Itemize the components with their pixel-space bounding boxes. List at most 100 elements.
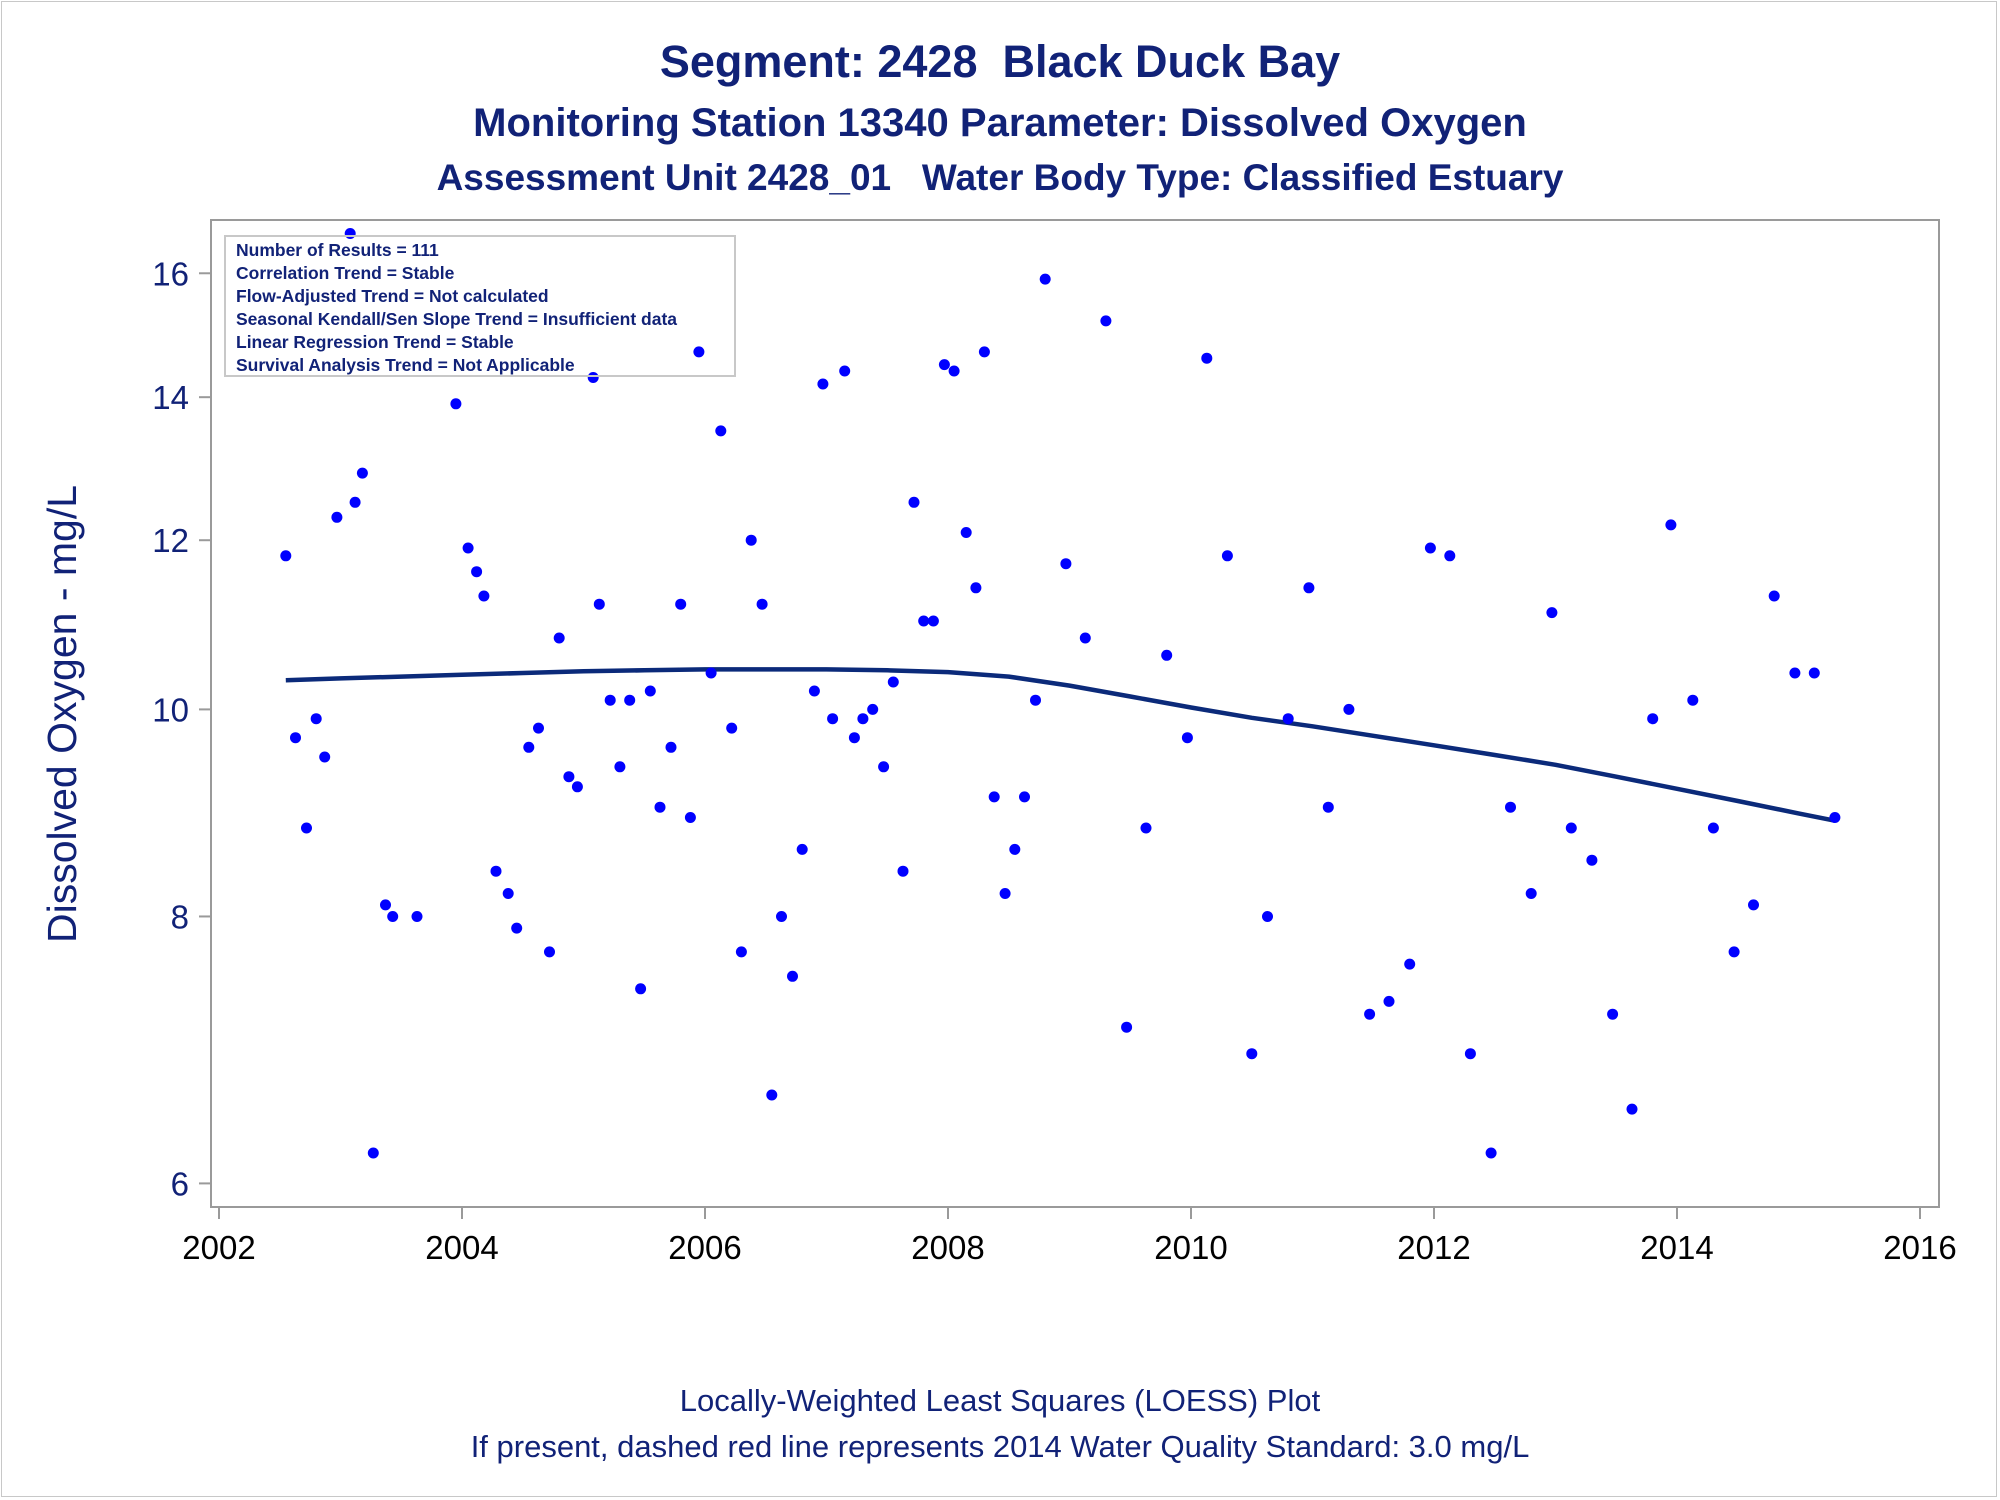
data-point: [593, 598, 605, 610]
data-point: [756, 598, 768, 610]
data-point: [490, 865, 502, 877]
x-tick-label: 2002: [182, 1229, 255, 1266]
data-point: [776, 911, 787, 922]
inset-box: [224, 235, 736, 377]
data-point: [290, 732, 301, 744]
data-point: [1665, 519, 1677, 531]
y-tick-label: 10: [152, 691, 189, 728]
data-point: [1282, 713, 1294, 725]
inset-line: Number of Results = 111: [236, 240, 439, 260]
data-point: [1019, 791, 1030, 803]
data-point: [999, 888, 1011, 899]
x-tick-label: 2012: [1397, 1229, 1470, 1266]
data-point: [988, 791, 1000, 803]
data-point: [1525, 888, 1537, 899]
data-point: [1687, 694, 1699, 706]
data-point: [553, 632, 565, 644]
data-point: [1343, 703, 1355, 715]
data-point: [331, 511, 343, 523]
data-point: [462, 542, 474, 554]
data-point: [848, 732, 860, 744]
data-point: [411, 911, 423, 922]
data-point: [1303, 582, 1315, 594]
data-point: [715, 425, 727, 437]
data-point: [735, 946, 747, 958]
data-point: [1565, 822, 1577, 834]
data-point: [693, 346, 705, 358]
data-point: [450, 398, 462, 410]
inset-line: Seasonal Kendall/Sen Slope Trend = Insuf…: [236, 309, 677, 329]
data-point: [867, 703, 879, 715]
data-point: [1808, 667, 1820, 679]
data-point: [1246, 1048, 1258, 1060]
y-tick-label: 6: [171, 1165, 189, 1202]
data-point: [380, 899, 391, 911]
data-point: [827, 713, 839, 725]
x-tick-label: 2004: [425, 1229, 498, 1266]
chart-title: Segment: 2428 Black Duck Bay: [659, 36, 1341, 87]
data-point: [1079, 632, 1091, 644]
data-point: [1485, 1147, 1497, 1159]
data-point: [766, 1089, 778, 1101]
data-point: [745, 534, 757, 546]
x-tick-label: 2006: [668, 1229, 741, 1266]
data-point: [635, 983, 647, 995]
data-point: [1161, 649, 1173, 661]
data-point: [839, 365, 851, 377]
trend-summary-inset: Number of Results = 111 Correlation Trend…: [224, 235, 736, 377]
data-point: [1444, 550, 1456, 562]
data-point: [665, 741, 677, 753]
data-point: [1201, 352, 1213, 364]
data-point: [908, 496, 920, 508]
data-point: [644, 685, 656, 697]
x-tick-label: 2014: [1640, 1229, 1713, 1266]
data-point: [511, 922, 523, 934]
chart-subtitle-station: Monitoring Station 13340 Parameter: Diss…: [473, 101, 1527, 145]
data-point: [544, 946, 555, 958]
data-point: [1768, 590, 1780, 602]
data-point: [1707, 822, 1719, 834]
data-point: [787, 970, 798, 982]
data-point: [563, 771, 575, 783]
data-point: [310, 713, 322, 725]
plot-area: [210, 219, 1940, 1208]
data-point: [1728, 946, 1740, 958]
data-point: [1060, 558, 1072, 570]
inset-line: Linear Regression Trend = Stable: [236, 332, 514, 352]
data-point: [857, 713, 869, 725]
data-point: [1364, 1008, 1376, 1020]
data-point: [1586, 854, 1598, 866]
data-point: [502, 888, 514, 899]
data-point: [1383, 995, 1395, 1007]
data-point: [918, 615, 930, 627]
data-point: [1607, 1008, 1619, 1020]
data-point: [796, 843, 808, 855]
data-point: [1546, 607, 1558, 619]
data-point: [301, 822, 312, 834]
data-point: [349, 496, 361, 508]
data-point: [887, 676, 899, 688]
data-point: [817, 378, 829, 390]
data-point: [1181, 732, 1193, 744]
data-point: [978, 346, 990, 358]
data-point: [1626, 1103, 1638, 1115]
data-point: [948, 365, 960, 377]
data-point: [970, 582, 982, 594]
inset-line: Flow-Adjusted Trend = Not calculated: [236, 286, 549, 306]
data-point: [387, 911, 399, 922]
data-point: [1100, 315, 1112, 327]
data-point: [587, 372, 599, 383]
data-point: [927, 615, 939, 627]
x-tick-label: 2008: [911, 1229, 984, 1266]
y-tick-label: 14: [152, 379, 189, 416]
data-point: [604, 694, 616, 706]
data-point: [1464, 1048, 1476, 1060]
data-point: [726, 722, 738, 734]
data-point: [1121, 1021, 1133, 1033]
y-axis-label: Dissolved Oxygen - mg/L: [39, 485, 85, 943]
data-point: [1140, 822, 1152, 834]
data-point: [1404, 958, 1416, 970]
x-tick-label: 2016: [1883, 1229, 1956, 1266]
